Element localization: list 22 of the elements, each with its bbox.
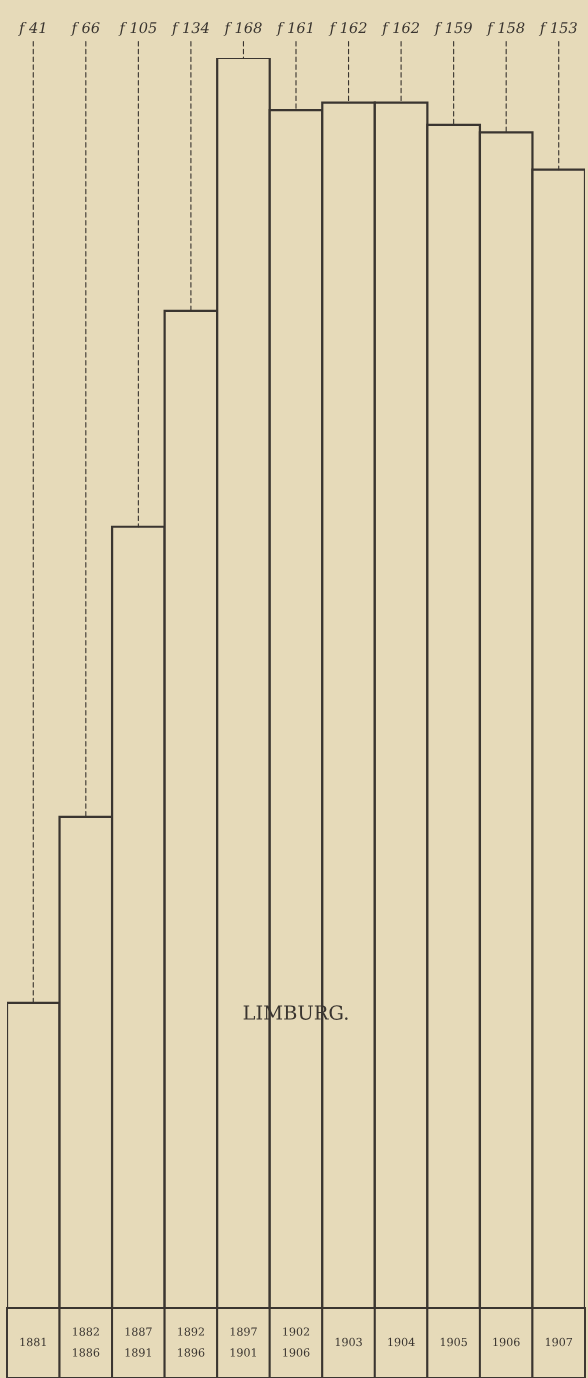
data-label: f 153 [538, 21, 577, 36]
x-tick-label: 1906 [493, 1337, 520, 1347]
x-tick-label: 1897 1901 [230, 1327, 257, 1357]
data-label: f 105 [118, 21, 157, 36]
data-label: f 168 [223, 21, 262, 36]
data-label: f 158 [486, 21, 525, 36]
data-label: f 162 [328, 21, 367, 36]
data-label: f 66 [70, 21, 100, 36]
data-label: f 41 [18, 21, 45, 36]
x-tick-label: 1905 [440, 1337, 467, 1347]
x-tick-label: 1882 1886 [73, 1327, 100, 1357]
x-tick-label: 1907 [545, 1337, 573, 1347]
x-tick-label: 1903 [335, 1337, 362, 1347]
data-label: f 134 [171, 21, 209, 36]
x-tick-label: 1892 1896 [178, 1327, 205, 1357]
x-tick-label: 1887 1891 [125, 1327, 152, 1357]
data-label: f 161 [276, 21, 313, 36]
data-label: f 159 [433, 21, 472, 36]
x-tick-label: 1904 [388, 1337, 415, 1347]
x-tick-label: 1902 1906 [283, 1327, 310, 1357]
data-label: f 162 [381, 21, 419, 36]
x-tick-label: 1881 [20, 1337, 46, 1347]
